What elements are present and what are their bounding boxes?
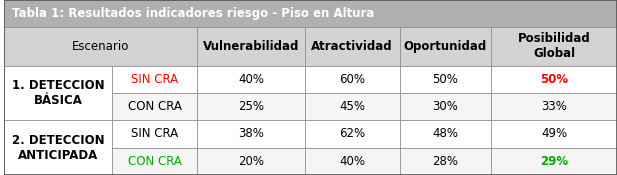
Bar <box>112 66 197 93</box>
Text: Tabla 1: Resultados indicadores riesgo - Piso en Altura: Tabla 1: Resultados indicadores riesgo -… <box>12 7 374 20</box>
Bar <box>112 93 197 120</box>
Bar <box>400 93 491 120</box>
Text: 50%: 50% <box>540 73 568 86</box>
Bar <box>400 66 491 93</box>
Text: 48%: 48% <box>433 127 458 141</box>
Text: 29%: 29% <box>540 155 568 168</box>
Bar <box>491 120 617 148</box>
Text: 49%: 49% <box>541 127 567 141</box>
Bar <box>400 27 491 66</box>
Bar <box>197 148 305 175</box>
Bar <box>197 27 305 66</box>
Bar <box>112 148 197 175</box>
Text: Oportunidad: Oportunidad <box>404 40 487 53</box>
Bar <box>305 66 400 93</box>
Text: Escenario: Escenario <box>72 40 130 53</box>
Text: 2. DETECCION
ANTICIPADA: 2. DETECCION ANTICIPADA <box>12 134 104 162</box>
Bar <box>491 93 617 120</box>
Text: 40%: 40% <box>238 73 264 86</box>
Bar <box>305 93 400 120</box>
Text: 40%: 40% <box>339 155 365 168</box>
Bar <box>400 120 491 148</box>
Bar <box>4 27 197 66</box>
Text: 62%: 62% <box>339 127 365 141</box>
Text: Posibilidad
Global: Posibilidad Global <box>518 32 590 60</box>
Text: SIN CRA: SIN CRA <box>131 73 178 86</box>
Text: 1. DETECCION
BÁSICA: 1. DETECCION BÁSICA <box>12 79 104 107</box>
Bar <box>197 120 305 148</box>
Text: 30%: 30% <box>433 100 458 113</box>
Bar <box>4 120 112 175</box>
Text: 20%: 20% <box>238 155 264 168</box>
Bar <box>305 27 400 66</box>
Text: Vulnerabilidad: Vulnerabilidad <box>203 40 299 53</box>
Text: 50%: 50% <box>433 73 458 86</box>
Bar <box>491 148 617 175</box>
Bar <box>491 66 617 93</box>
Bar <box>400 148 491 175</box>
Text: CON CRA: CON CRA <box>128 100 181 113</box>
Text: Atractividad: Atractividad <box>311 40 393 53</box>
Text: 60%: 60% <box>339 73 365 86</box>
Bar <box>305 120 400 148</box>
Bar <box>491 27 617 66</box>
Text: 38%: 38% <box>238 127 264 141</box>
Bar <box>197 66 305 93</box>
Bar <box>4 66 112 120</box>
Bar <box>305 148 400 175</box>
Bar <box>112 120 197 148</box>
Bar <box>197 93 305 120</box>
Bar <box>4 0 617 27</box>
Text: 25%: 25% <box>238 100 264 113</box>
Text: 28%: 28% <box>433 155 458 168</box>
Text: SIN CRA: SIN CRA <box>131 127 178 141</box>
Text: 45%: 45% <box>339 100 365 113</box>
Text: 33%: 33% <box>541 100 567 113</box>
Text: CON CRA: CON CRA <box>128 155 181 168</box>
